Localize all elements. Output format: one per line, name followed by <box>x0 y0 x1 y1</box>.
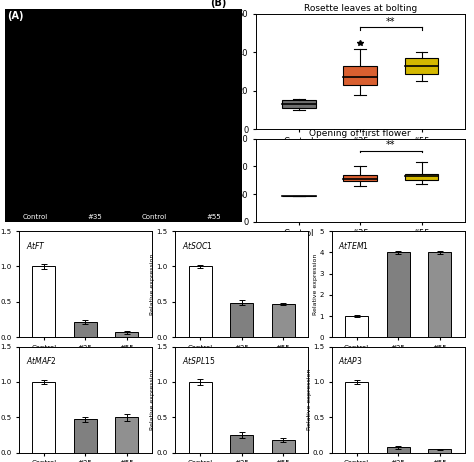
Bar <box>345 316 368 337</box>
Bar <box>405 58 438 73</box>
Text: **: ** <box>386 17 396 27</box>
Text: $\it{AtAP3}$: $\it{AtAP3}$ <box>338 355 363 366</box>
Text: Control: Control <box>23 213 48 219</box>
Bar <box>189 382 212 453</box>
Bar <box>230 435 253 453</box>
Bar <box>387 252 410 337</box>
Bar <box>230 303 253 337</box>
Bar <box>428 449 451 453</box>
Bar <box>405 174 438 180</box>
Y-axis label: Relative expression: Relative expression <box>150 254 155 315</box>
Bar <box>32 267 55 337</box>
Text: $\it{AtFT}$: $\it{AtFT}$ <box>26 239 46 250</box>
Bar <box>343 175 377 181</box>
Y-axis label: Relative expression: Relative expression <box>150 369 155 430</box>
Text: (A): (A) <box>7 12 24 21</box>
Bar <box>387 447 410 453</box>
Y-axis label: Relative expression: Relative expression <box>307 369 311 430</box>
Title: Rosette leaves at bolting: Rosette leaves at bolting <box>304 4 417 13</box>
Bar <box>74 322 97 337</box>
Bar <box>32 382 55 453</box>
Text: $\it{AtTEM1}$: $\it{AtTEM1}$ <box>338 239 369 250</box>
Bar <box>345 382 368 453</box>
Y-axis label: Relative expression: Relative expression <box>313 254 318 315</box>
Text: #35: #35 <box>87 213 102 219</box>
Bar <box>74 419 97 453</box>
Bar <box>343 66 377 85</box>
Bar <box>115 417 138 453</box>
Bar <box>428 252 451 337</box>
Title: Opening of first flower: Opening of first flower <box>310 129 411 138</box>
Text: **: ** <box>386 140 396 151</box>
Y-axis label: Days: Days <box>225 171 231 189</box>
Text: (B): (B) <box>210 0 227 8</box>
Text: $\it{AtSOC1}$: $\it{AtSOC1}$ <box>182 239 213 250</box>
Bar <box>272 304 295 337</box>
Text: Control: Control <box>141 213 167 219</box>
Bar <box>282 101 316 108</box>
Text: $\it{AtSPL15}$: $\it{AtSPL15}$ <box>182 355 215 366</box>
Y-axis label: The number of Rosette leaves: The number of Rosette leaves <box>230 19 237 124</box>
Bar <box>272 440 295 453</box>
Text: $\it{AtMAF2}$: $\it{AtMAF2}$ <box>26 355 56 366</box>
Text: #55: #55 <box>206 213 220 219</box>
Bar <box>189 267 212 337</box>
Bar <box>115 332 138 337</box>
Text: (C): (C) <box>210 124 226 134</box>
